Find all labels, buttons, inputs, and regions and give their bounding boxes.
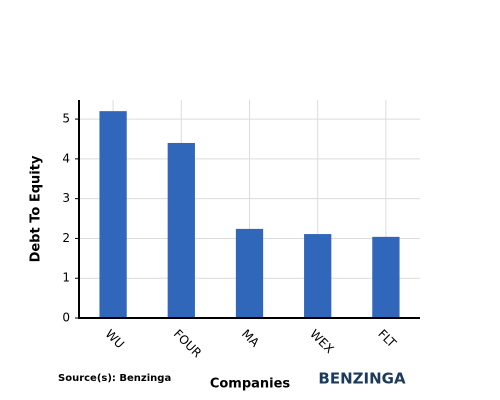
bar — [372, 236, 400, 318]
bar — [235, 228, 264, 318]
bar — [304, 234, 332, 318]
y-tick-label: 1 — [62, 271, 70, 285]
x-axis-label: Companies — [210, 377, 291, 392]
y-tick-label: 5 — [62, 112, 70, 126]
y-axis-label: Debt To Equity — [29, 155, 44, 262]
brand-logo: BENZINGA — [318, 370, 406, 388]
x-tick-label: MA — [239, 327, 263, 351]
y-tick-label: 3 — [62, 191, 70, 205]
y-tick-label: 2 — [62, 231, 70, 245]
bar — [167, 142, 195, 318]
x-tick-label: WEX — [307, 327, 336, 356]
source: Source(s): Benzinga — [58, 373, 171, 384]
x-tick-label: FOUR — [171, 327, 205, 361]
x-tick-label: FLT — [375, 327, 399, 351]
x-tick-label: WU — [103, 327, 128, 352]
y-tick-label: 4 — [62, 151, 70, 165]
y-tick-label: 0 — [62, 311, 70, 325]
bar — [99, 111, 127, 318]
